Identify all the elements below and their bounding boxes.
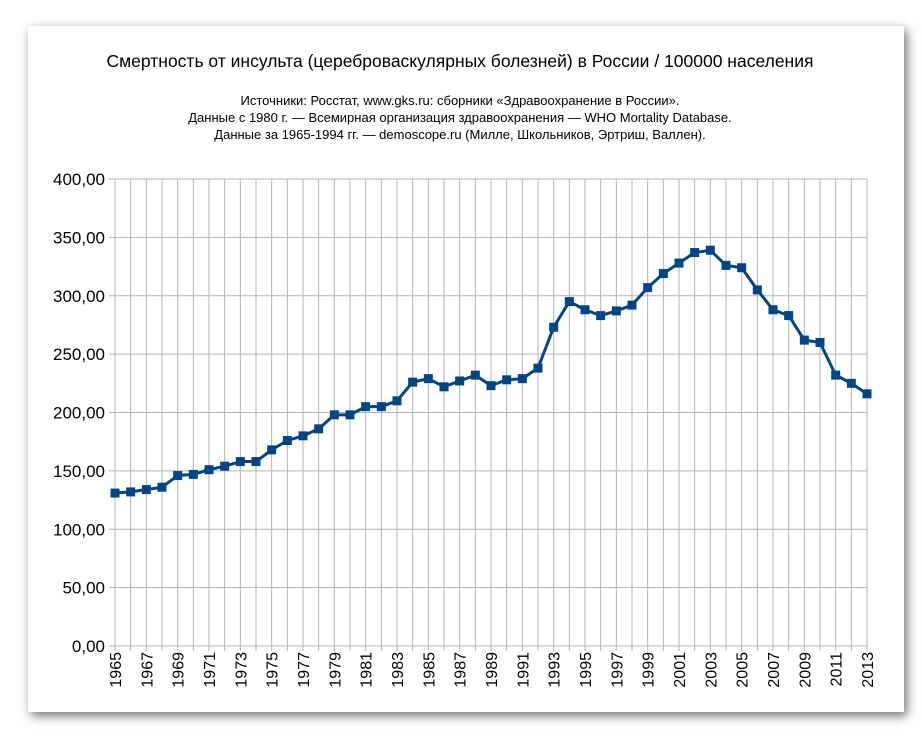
x-tick-label: 1985 (421, 652, 438, 688)
data-point (329, 410, 339, 420)
data-point (126, 487, 136, 497)
data-point (815, 337, 825, 347)
data-point (846, 378, 856, 388)
x-tick-label: 1977 (296, 652, 313, 688)
data-point (721, 260, 731, 270)
data-point (455, 376, 465, 386)
x-tick-label: 1999 (641, 652, 658, 688)
data-point (674, 258, 684, 268)
data-point (282, 436, 292, 446)
data-point (173, 471, 183, 481)
data-point (799, 335, 809, 345)
chart-subtitle-2: Данные с 1980 г. — Всемирная организация… (188, 110, 731, 125)
x-tick-label: 1987 (453, 652, 470, 688)
data-point (752, 285, 762, 295)
data-point (470, 370, 480, 380)
x-tick-label: 1993 (547, 652, 564, 688)
y-tick-label: 300,00 (53, 287, 105, 306)
data-point (251, 457, 261, 467)
data-point (235, 457, 245, 467)
data-point (517, 374, 527, 384)
x-tick-label: 1975 (265, 652, 282, 688)
data-point (831, 370, 841, 380)
data-point (314, 424, 324, 434)
x-tick-label: 2011 (829, 652, 846, 687)
data-point (643, 283, 653, 293)
x-tick-label: 2001 (672, 652, 689, 688)
data-point (784, 311, 794, 321)
data-point (705, 245, 715, 255)
data-point (110, 488, 120, 498)
x-tick-label: 1983 (390, 652, 407, 688)
x-tick-label: 1969 (171, 652, 188, 688)
data-point (267, 445, 277, 455)
data-point (862, 389, 872, 399)
data-point (188, 469, 198, 479)
data-point (658, 269, 668, 279)
x-tick-label: 1991 (515, 652, 532, 688)
data-point (564, 297, 574, 307)
x-tick-label: 1981 (359, 652, 376, 688)
chart-svg: Смертность от инсульта (цереброваскулярн… (53, 51, 877, 688)
data-point (690, 248, 700, 258)
x-axis: 1965 1967 1969 1971 1973 1975 1977 1979 1981 1983… (108, 652, 877, 688)
y-tick-label: 400,00 (53, 170, 105, 189)
data-point (361, 402, 371, 412)
chart-card: Смертность от инсульта (цереброваскулярн… (28, 26, 904, 712)
data-point (549, 322, 559, 332)
x-tick-label: 2013 (860, 652, 877, 688)
x-tick-label: 1965 (108, 652, 125, 688)
y-tick-label: 200,00 (53, 404, 105, 423)
data-point (580, 305, 590, 315)
y-axis: 0,00 50,00 100,00 150,00 200,00 250,00 300,00 3… (53, 170, 105, 656)
grid (109, 178, 868, 651)
data-point (298, 431, 308, 441)
y-tick-label: 100,00 (53, 520, 105, 539)
x-tick-label: 1973 (233, 652, 250, 688)
x-tick-label: 1995 (578, 652, 595, 688)
x-tick-label: 1997 (609, 652, 626, 688)
data-point (392, 396, 402, 406)
x-tick-label: 2007 (766, 652, 783, 688)
data-point (596, 311, 606, 321)
x-tick-label: 1989 (484, 652, 501, 688)
y-tick-label: 150,00 (53, 462, 105, 481)
series-layer (110, 245, 872, 498)
data-point (627, 300, 637, 310)
data-point (439, 382, 449, 392)
data-point (423, 374, 433, 384)
data-point (533, 363, 543, 373)
x-tick-label: 1967 (139, 652, 156, 688)
chart-title: Смертность от инсульта (цереброваскулярн… (107, 51, 814, 71)
x-tick-label: 2009 (797, 652, 814, 688)
x-tick-label: 2005 (735, 652, 752, 688)
data-point (768, 305, 778, 315)
y-tick-label: 350,00 (53, 228, 105, 247)
data-point (611, 306, 621, 316)
data-point (737, 263, 747, 273)
chart-subtitle-3: Данные за 1965-1994 гг. — demoscope.ru (… (214, 127, 705, 142)
chart-subtitle-1: Источники: Росстат, www.gks.ru: сборники… (241, 93, 680, 108)
data-point (204, 465, 214, 475)
data-point (141, 485, 151, 495)
y-tick-label: 250,00 (53, 345, 105, 364)
data-point (486, 381, 496, 391)
x-tick-label: 2003 (703, 652, 720, 688)
data-point (376, 402, 386, 412)
x-tick-label: 1979 (327, 652, 344, 688)
y-tick-label: 50,00 (62, 579, 105, 598)
x-tick-label: 1971 (202, 652, 219, 688)
data-point (220, 461, 230, 471)
data-point (157, 482, 167, 492)
y-tick-label: 0,00 (72, 637, 105, 656)
data-point (408, 377, 418, 387)
data-point (502, 375, 512, 385)
data-point (345, 410, 355, 420)
